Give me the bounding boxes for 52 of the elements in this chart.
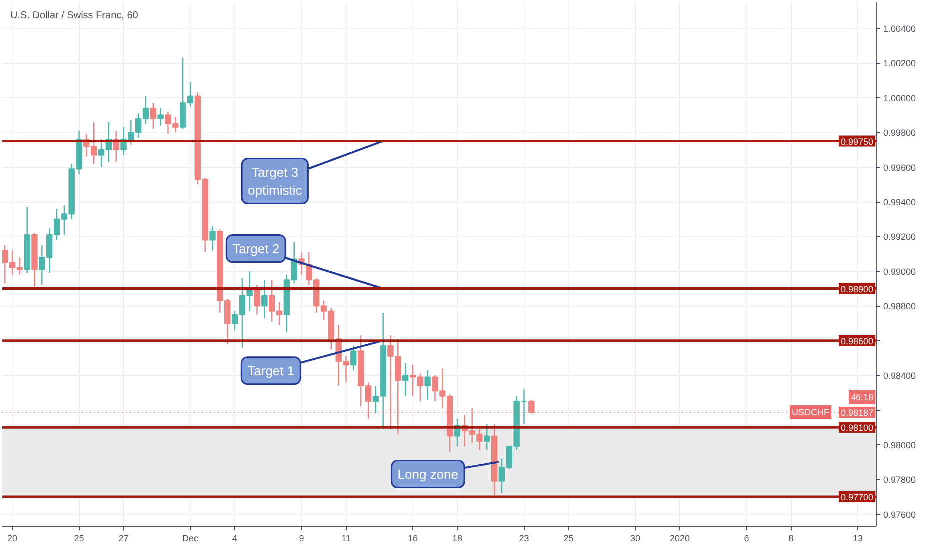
y-tick-label: 0.97600 <box>884 510 916 520</box>
ref-line-label: 0.98187 <box>840 408 874 418</box>
y-tick-label: 0.98400 <box>884 371 916 382</box>
candlestick <box>254 284 260 316</box>
x-tick-label: 2020 <box>670 534 690 544</box>
x-tick-label: 25 <box>74 534 84 544</box>
ref-line-label: 0.97700 <box>840 492 874 503</box>
y-tick-label: 0.99400 <box>884 198 916 208</box>
candlestick <box>158 108 164 126</box>
x-tick-label: 13 <box>852 534 863 544</box>
x-tick-label: 8 <box>788 534 794 544</box>
x-tick-label: 23 <box>519 534 530 544</box>
y-tick-label: 0.99200 <box>884 232 916 242</box>
x-tick-label: 30 <box>630 534 640 544</box>
x-tick-label: 20 <box>8 534 18 544</box>
y-tick-label: 0.99800 <box>884 128 916 138</box>
ref-line-label: 0.99750 <box>840 136 874 147</box>
x-tick-label: 27 <box>118 534 129 544</box>
ref-line-label: 0.98900 <box>840 284 874 294</box>
candlestick <box>484 424 490 451</box>
x-tick-label: 6 <box>744 534 750 544</box>
candlestick <box>402 362 409 397</box>
ref-line-label: 0.98600 <box>840 336 874 346</box>
text: U.S. Dollar / Swiss Franc, 60 <box>10 10 139 22</box>
x-tick-label: 4 <box>232 534 238 544</box>
x-tick-label: 11 <box>342 534 351 544</box>
candlestick <box>262 280 268 319</box>
candlestick <box>350 345 357 371</box>
y-tick-label: 0.99000 <box>884 266 916 277</box>
y-tick-label: 1.00400 <box>884 24 916 34</box>
annotation: Target 3 optimistic <box>248 164 303 198</box>
candlestick <box>424 370 431 400</box>
y-tick-label: 1.00200 <box>884 58 916 69</box>
x-tick-label: 25 <box>564 534 574 544</box>
x-tick-label: 9 <box>299 534 304 544</box>
y-tick-label: 0.98000 <box>884 440 916 450</box>
annotation: Target 2 <box>232 241 280 256</box>
y-tick-label: 1.00000 <box>884 93 916 104</box>
candlestick <box>210 226 216 252</box>
x-tick-label: 16 <box>408 534 418 544</box>
x-tick-label: Dec <box>182 534 200 544</box>
annotation: 46:18 <box>850 392 874 403</box>
candlestick <box>150 102 157 130</box>
annotation: Target 1 <box>248 363 295 378</box>
annotation: USDCHF <box>792 408 830 418</box>
y-tick-label: 0.97800 <box>884 475 916 486</box>
y-tick-label: 0.99600 <box>884 162 916 173</box>
y-tick-label: 0.98800 <box>884 302 916 312</box>
band-label: Long zone <box>398 466 459 482</box>
x-tick-label: 18 <box>452 534 462 544</box>
candlestick <box>528 399 535 414</box>
ref-line-label: 0.98100 <box>840 423 874 434</box>
